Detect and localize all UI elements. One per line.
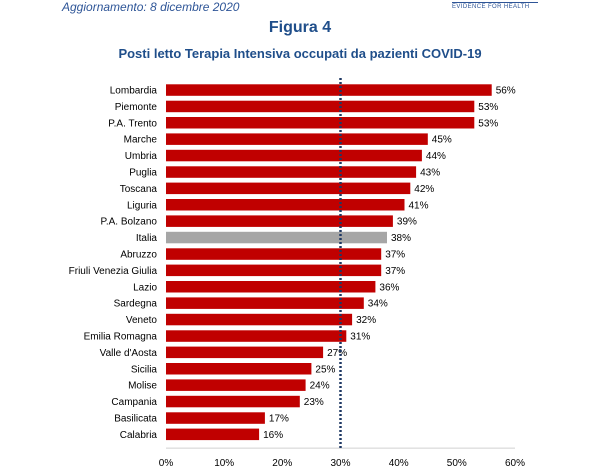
category-label: Lombardia <box>110 86 158 97</box>
bar-abruzzo <box>166 248 382 260</box>
category-label: Friuli Venezia Giulia <box>69 266 158 277</box>
x-tick-label: 30% <box>330 458 350 469</box>
category-label: Basilicata <box>114 414 157 425</box>
bar-italia <box>166 231 387 244</box>
bar-marche <box>166 133 428 145</box>
bar-calabria <box>166 428 260 441</box>
data-label: 39% <box>397 217 417 228</box>
bar-veneto <box>166 313 353 326</box>
category-label: Liguria <box>127 200 157 211</box>
category-label: P.A. Trento <box>108 118 157 129</box>
bar-lombardia <box>166 84 492 96</box>
bar-emilia-romagna <box>166 330 347 342</box>
x-tick-label: 10% <box>214 458 234 469</box>
bar-basilicata <box>166 412 265 424</box>
data-label: 43% <box>420 168 440 179</box>
category-labels: Lombardia Piemonte P.A. Trento Marche Umbria… <box>69 86 158 441</box>
data-label: 42% <box>414 184 434 195</box>
x-tick-label: 60% <box>505 458 525 469</box>
x-tick-label: 40% <box>389 458 409 469</box>
data-label: 16% <box>263 430 283 441</box>
category-label: Umbria <box>125 151 158 162</box>
data-label: 56% <box>496 86 516 97</box>
update-date: Aggiornamento: 8 dicembre 2020 <box>62 0 240 14</box>
figure-label: Figura 4 <box>268 19 332 36</box>
data-label: 36% <box>379 282 399 293</box>
bar-sardegna <box>166 297 364 309</box>
category-label: Lazio <box>133 282 157 293</box>
x-tick-labels: 0% 10% 20% 30% 40% 50% 60% <box>159 458 525 469</box>
category-label: Puglia <box>129 168 157 179</box>
category-label: Veneto <box>126 315 158 326</box>
data-label: 45% <box>432 135 452 146</box>
bar-umbria <box>166 149 422 162</box>
bar-molise <box>166 379 306 391</box>
value-labels: 56% 53% 53% 45% 44% 43% 42% 41% 39% 38% 37% 37% 36% 3… <box>263 86 516 441</box>
bar-p-a-bolzano <box>166 215 393 227</box>
data-label: 27% <box>327 348 347 359</box>
data-label: 24% <box>310 381 330 392</box>
bar-friuli-venezia-giulia <box>166 264 382 277</box>
data-label: 34% <box>368 299 388 310</box>
category-label: Marche <box>124 135 158 146</box>
bar-sicilia <box>166 363 312 375</box>
brand-logo-text: EVIDENCE FOR HEALTH <box>452 2 538 12</box>
category-label: Sicilia <box>131 364 158 375</box>
bar-liguria <box>166 199 405 211</box>
category-label: Campania <box>111 397 157 408</box>
data-label: 38% <box>391 233 411 244</box>
bars-group <box>166 84 492 441</box>
bar-p-a-trento <box>166 117 475 129</box>
data-label: 41% <box>409 200 429 211</box>
bar-toscana <box>166 182 411 195</box>
category-label: Italia <box>136 233 158 244</box>
x-tick-label: 20% <box>272 458 292 469</box>
category-label: Valle d'Aosta <box>100 348 158 359</box>
data-label: 44% <box>426 151 446 162</box>
category-label: P.A. Bolzano <box>100 217 157 228</box>
bar-puglia <box>166 166 417 178</box>
data-label: 25% <box>315 364 335 375</box>
category-label: Piemonte <box>115 102 158 113</box>
data-label: 32% <box>356 315 376 326</box>
category-label: Emilia Romagna <box>84 332 158 343</box>
bar-campania <box>166 395 300 408</box>
bar-valle-d-aosta <box>166 346 324 359</box>
bar-lazio <box>166 281 376 293</box>
data-label: 17% <box>269 414 289 425</box>
category-label: Molise <box>128 381 157 392</box>
bar-piemonte <box>166 100 475 113</box>
data-label: 31% <box>350 332 370 343</box>
x-tick-label: 0% <box>159 458 174 469</box>
category-label: Calabria <box>120 430 158 441</box>
chart-title: Posti letto Terapia Intensiva occupati d… <box>118 46 482 61</box>
x-tick-label: 50% <box>447 458 467 469</box>
category-label: Sardegna <box>114 299 158 310</box>
data-label: 37% <box>385 266 405 277</box>
data-label: 53% <box>478 118 498 129</box>
data-label: 53% <box>478 102 498 113</box>
data-label: 37% <box>385 250 405 261</box>
category-label: Abruzzo <box>120 250 157 261</box>
category-label: Toscana <box>120 184 158 195</box>
data-label: 23% <box>304 397 324 408</box>
